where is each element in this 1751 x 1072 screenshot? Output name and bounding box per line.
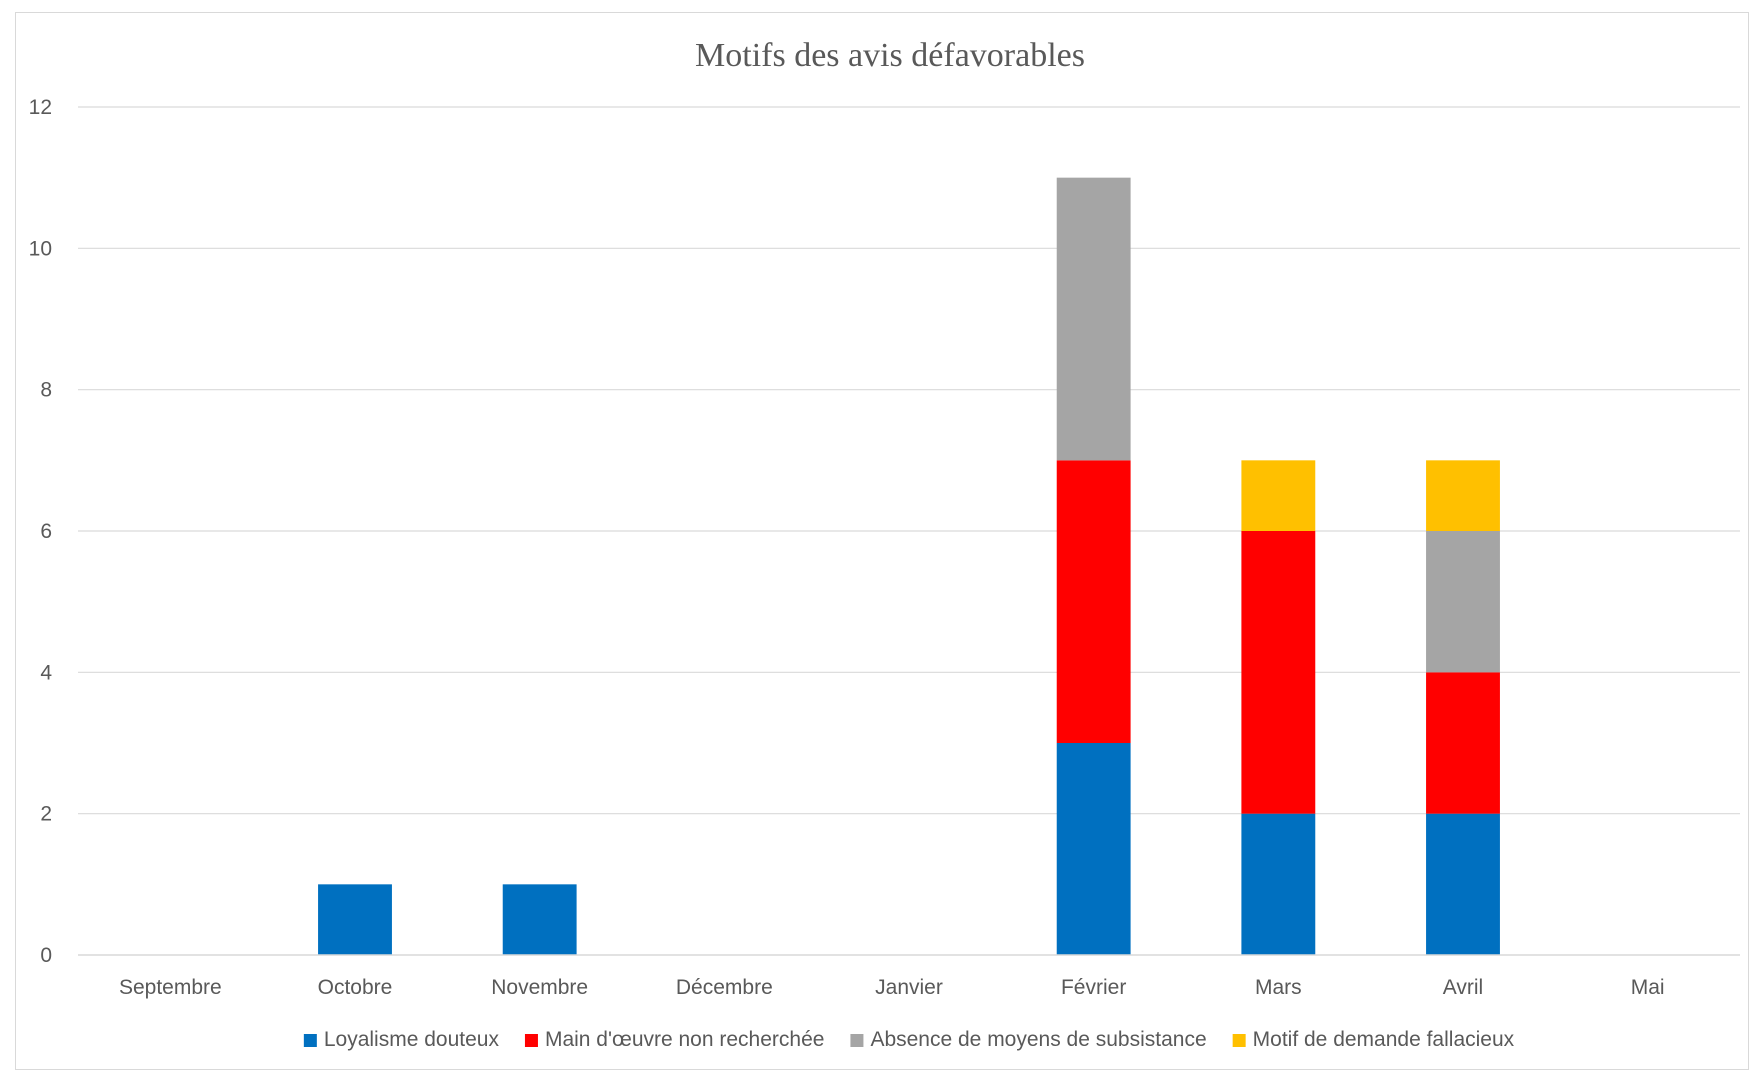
- legend-item: Motif de demande fallacieux: [1232, 1028, 1515, 1051]
- bar-segment: [1426, 813, 1500, 955]
- y-tick-label: 6: [40, 520, 52, 543]
- x-tick-label: Avril: [1443, 976, 1483, 999]
- y-tick-label: 12: [29, 96, 52, 119]
- bar-segment: [1056, 177, 1131, 461]
- y-tick-label: 8: [40, 379, 52, 402]
- bar-segment: [318, 884, 392, 955]
- legend-label: Loyalisme douteux: [324, 1028, 500, 1051]
- bars: [318, 177, 1500, 955]
- legend-swatch: [850, 1034, 864, 1047]
- legend: Loyalisme douteux Main d'œuvre non recher…: [303, 1028, 1515, 1051]
- x-axis-ticks: Septembre Octobre Novembre Décembre Janvier F…: [119, 976, 1665, 999]
- x-tick-label: Décembre: [676, 976, 773, 999]
- x-tick-label: Novembre: [491, 976, 588, 999]
- bar-segment: [1426, 460, 1500, 531]
- x-tick-label: Janvier: [875, 976, 943, 999]
- legend-swatch: [524, 1034, 538, 1047]
- legend-item: Loyalisme douteux: [303, 1028, 500, 1051]
- bar-segment: [1241, 531, 1316, 814]
- x-tick-label: Octobre: [318, 976, 393, 999]
- x-tick-label: Septembre: [119, 976, 222, 999]
- bar-segment: [1056, 460, 1131, 743]
- legend-swatch: [303, 1034, 317, 1047]
- y-tick-label: 0: [40, 944, 52, 967]
- y-tick-label: 2: [40, 803, 52, 826]
- legend-label: Main d'œuvre non recherchée: [545, 1028, 824, 1051]
- legend-label: Motif de demande fallacieux: [1253, 1028, 1515, 1051]
- y-axis-ticks: 0 2 4 6 8 10 12: [29, 96, 53, 967]
- bar-segment: [502, 884, 577, 955]
- legend-item: Absence de moyens de subsistance: [850, 1028, 1207, 1051]
- x-tick-label: Février: [1061, 976, 1126, 999]
- bar-segment: [1426, 531, 1500, 673]
- legend-swatch: [1232, 1034, 1246, 1047]
- legend-item: Main d'œuvre non recherchée: [524, 1028, 824, 1051]
- bar-segment: [1426, 672, 1500, 814]
- bar-segment: [1241, 813, 1316, 955]
- chart-title: Motifs des avis défavorables: [695, 37, 1085, 74]
- x-tick-label: Mai: [1631, 976, 1665, 999]
- y-tick-label: 10: [29, 237, 52, 260]
- y-tick-label: 4: [40, 661, 52, 684]
- legend-label: Absence de moyens de subsistance: [870, 1028, 1206, 1051]
- bar-segment: [1241, 460, 1316, 531]
- x-tick-label: Mars: [1255, 976, 1302, 999]
- bar-segment: [1056, 743, 1131, 955]
